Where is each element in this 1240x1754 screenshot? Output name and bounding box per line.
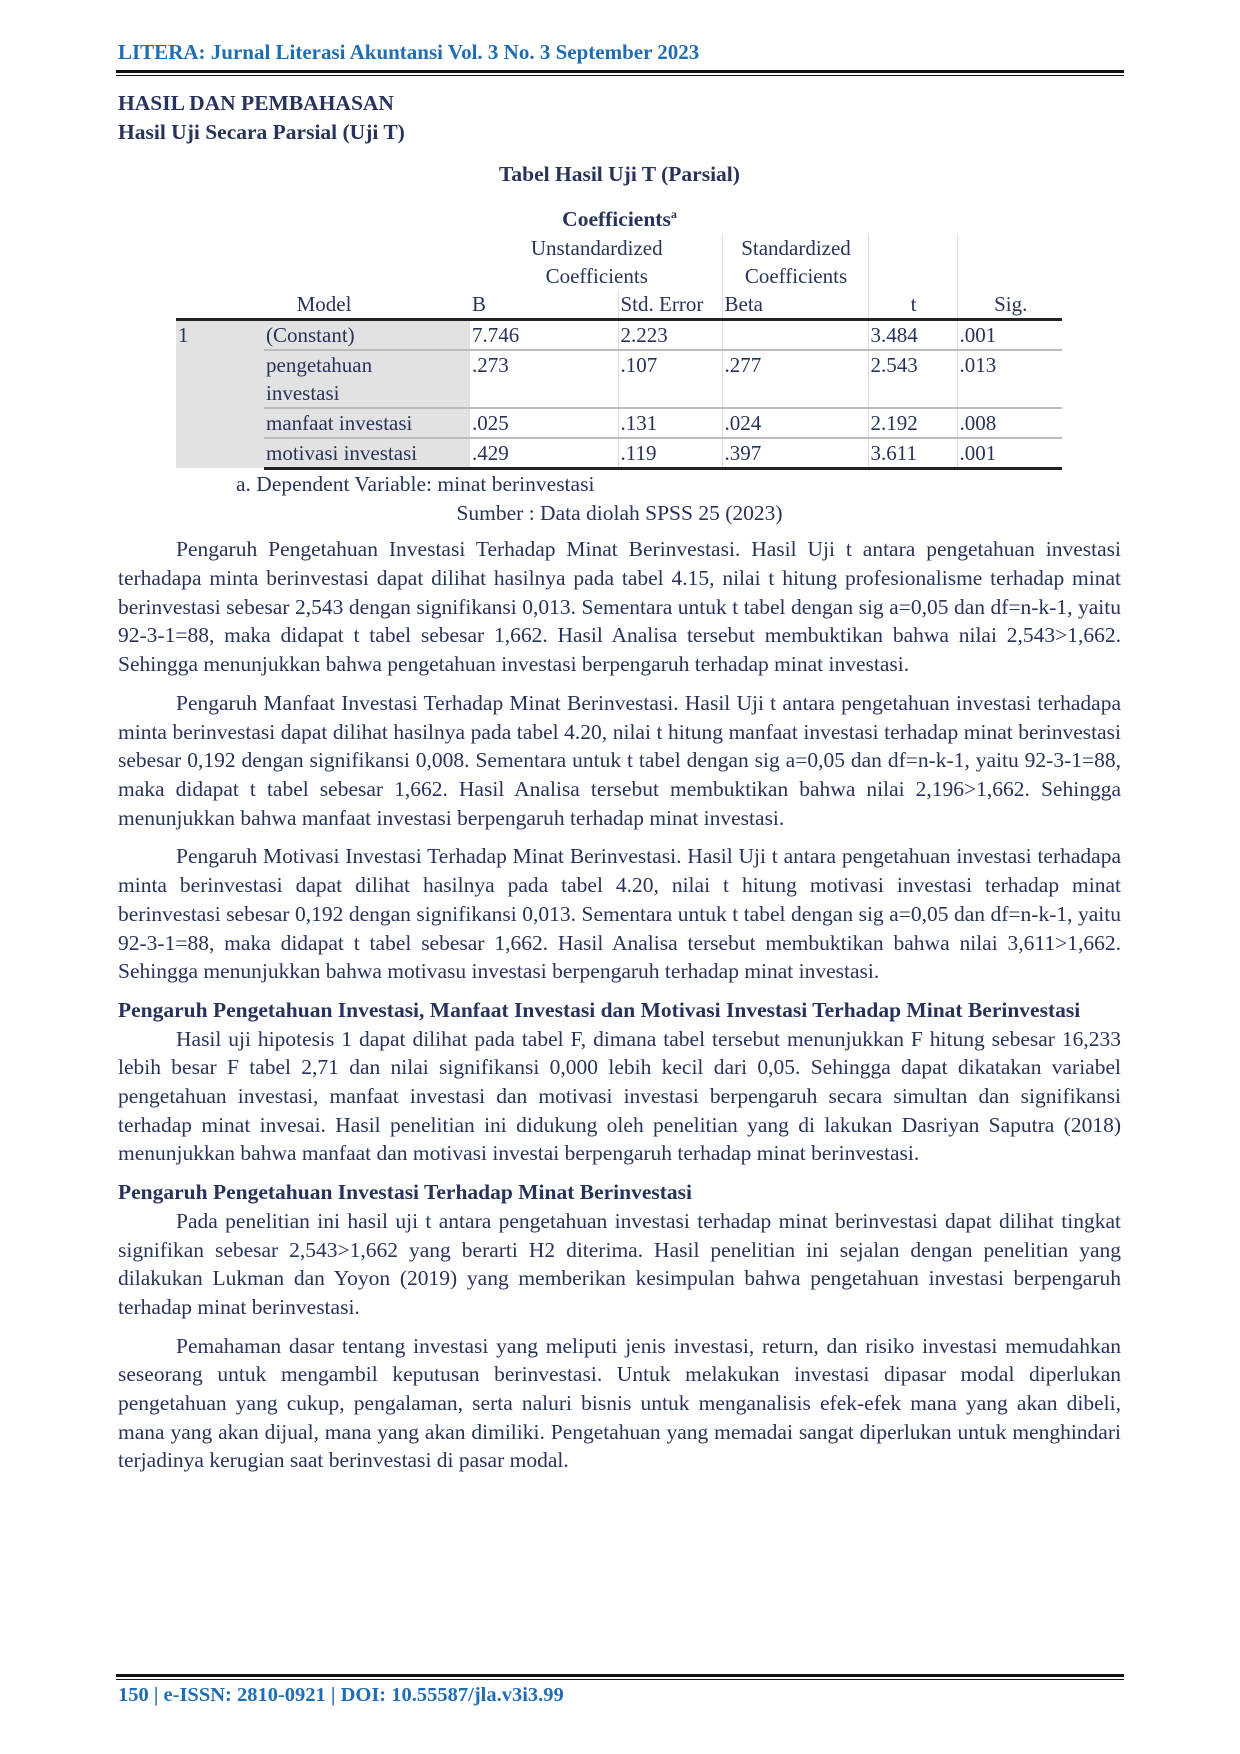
cell-t: 3.611: [867, 437, 957, 470]
table-title: Coefficientsa: [118, 200, 1121, 234]
header-std-1: Standardized: [721, 233, 868, 262]
cell-se: .107: [617, 349, 722, 409]
section-title: HASIL DAN PEMBAHASAN: [118, 91, 394, 115]
col-std-error: Std. Error: [617, 289, 722, 321]
paragraph: Pengaruh Pengetahuan Investasi Terhadap …: [118, 537, 1121, 677]
paragraph: Hasil uji hipotesis 1 dapat dilihat pada…: [118, 1026, 1121, 1166]
table-title-sup: a: [670, 207, 677, 222]
cell-se: .119: [617, 437, 722, 470]
cell-sig: .001: [956, 437, 1062, 470]
table-row: 1 (Constant) 7.746 2.223 3.484 .001: [176, 319, 1062, 469]
table-header-row: Coefficients Coefficients: [176, 261, 1062, 290]
col-b: B: [470, 289, 618, 321]
cell-b: .273: [470, 349, 618, 409]
header-rule: [116, 70, 1124, 73]
coefficients-table: Unstandardized Standardized Coefficients…: [176, 233, 1062, 470]
col-beta: Beta: [721, 289, 868, 321]
subsection-title: Hasil Uji Secara Parsial (Uji T): [118, 119, 405, 144]
col-sig: Sig.: [956, 289, 1062, 321]
cell-t: 2.543: [867, 349, 957, 409]
page-content: HASIL DAN PEMBAHASAN Hasil Uji Secara Pa…: [118, 89, 1121, 1485]
paragraph: Pemahaman dasar tentang investasi yang m…: [118, 1333, 1121, 1473]
row-name: manfaat investasi: [264, 407, 470, 439]
header-std-2: Coefficients: [721, 261, 868, 290]
paragraph: Pengaruh Manfaat Investasi Terhadap Mina…: [118, 690, 1121, 830]
cell-b: 7.746: [470, 319, 618, 351]
table-caption: Tabel Hasil Uji T (Parsial): [499, 162, 740, 187]
section-heading: Pengaruh Pengetahuan Investasi, Manfaat …: [118, 997, 1081, 1022]
footer-rule-thin: [116, 1679, 1124, 1680]
section-heading: Pengaruh Pengetahuan Investasi Terhadap …: [118, 1180, 692, 1205]
footer-rule: [116, 1674, 1124, 1677]
model-number: 1: [176, 319, 264, 469]
cell-b: .025: [470, 407, 618, 439]
col-model: Model: [176, 289, 470, 321]
paragraph: Pengaruh Motivasi Investasi Terhadap Min…: [118, 844, 1121, 984]
paragraph: Pada penelitian ini hasil uji t antara p…: [118, 1208, 1121, 1319]
col-t: t: [867, 289, 957, 321]
row-name: motivasi investasi: [264, 437, 470, 470]
row-name: pengetahuan investasi: [264, 349, 470, 409]
header-rule-thin: [116, 75, 1124, 76]
cell-t: 3.484: [867, 319, 957, 351]
header-unstd-1: Unstandardized: [530, 235, 663, 260]
cell-b: .429: [470, 437, 618, 470]
journal-header: LITERA: Jurnal Literasi Akuntansi Vol. 3…: [118, 40, 700, 64]
table-row: motivasi investasi .429 .119 .397 3.611 …: [176, 437, 1062, 470]
table-row: manfaat investasi .025 .131 .024 2.192 .…: [176, 407, 1062, 439]
cell-t: 2.192: [867, 407, 957, 439]
table-header-row: Unstandardized Standardized: [176, 233, 1062, 262]
table-header-row: Model B Std. Error Beta t Sig.: [176, 289, 1062, 321]
cell-sig: .008: [956, 407, 1062, 439]
cell-beta: .277: [721, 349, 868, 409]
cell-beta: .024: [721, 407, 868, 439]
header-unstd-2: Coefficients: [545, 263, 648, 288]
page-footer: 150 | e-ISSN: 2810-0921 | DOI: 10.55587/…: [118, 1684, 564, 1706]
table-row: pengetahuan investasi .273 .107 .277 2.5…: [176, 349, 1062, 409]
cell-sig: .013: [956, 349, 1062, 409]
table-title-text: Coefficients: [562, 207, 671, 232]
table-footnote: a. Dependent Variable: minat berinvestas…: [236, 471, 595, 496]
cell-se: .131: [617, 407, 722, 439]
table-source: Sumber : Data diolah SPSS 25 (2023): [456, 500, 783, 525]
cell-beta: [721, 319, 868, 351]
row-name: (Constant): [264, 319, 470, 351]
cell-sig: .001: [956, 319, 1062, 351]
cell-se: 2.223: [617, 319, 722, 351]
cell-beta: .397: [721, 437, 868, 470]
